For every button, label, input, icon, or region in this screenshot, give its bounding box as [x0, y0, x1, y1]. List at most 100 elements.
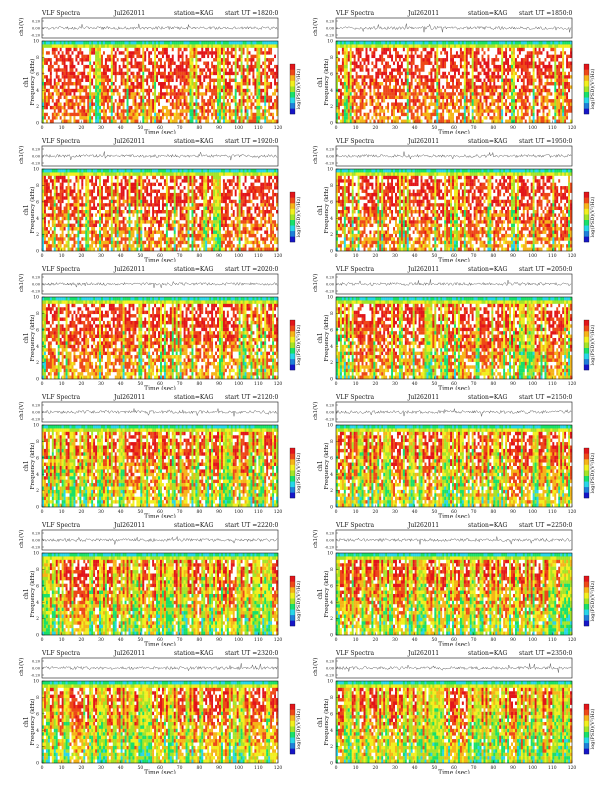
- spectrogram-cell: [254, 95, 257, 100]
- spectrogram-cell: [177, 47, 180, 52]
- spectrogram-cell: [209, 109, 212, 113]
- spectrogram-cell: [501, 75, 504, 79]
- spectrogram-cell: [73, 85, 76, 89]
- spectrogram-cell: [85, 54, 88, 59]
- spectrogram-cell: [444, 92, 447, 96]
- spectrogram-cell: [461, 47, 464, 52]
- spectrogram-cell: [114, 85, 117, 89]
- spectrogram-cell: [106, 58, 110, 62]
- spectrogram-cell: [353, 78, 356, 83]
- spectrogram-cell: [51, 88, 54, 93]
- spectrogram-cell: [483, 61, 486, 66]
- spectrogram-cell: [240, 78, 243, 83]
- spectrogram-cell: [432, 109, 435, 113]
- spectrogram-cell: [408, 116, 411, 120]
- spectrogram-cell: [163, 109, 167, 113]
- spectrogram-cell: [222, 64, 226, 69]
- spectrogram-cell: [393, 82, 396, 86]
- spectrogram-cell: [203, 95, 206, 100]
- spectrogram-cell: [126, 44, 129, 48]
- spectrogram-cell: [83, 95, 86, 100]
- spectrogram-cell: [142, 95, 145, 100]
- spectrogram-cell: [108, 112, 111, 117]
- spectrogram-cell: [126, 105, 129, 110]
- spectrogram-cell: [260, 85, 263, 89]
- spectrogram-cell: [418, 41, 421, 45]
- spectrogram-cell: [201, 64, 204, 69]
- spectrogram-cell: [83, 47, 86, 52]
- spectrogram-cell: [126, 116, 129, 120]
- spectrogram-cell: [361, 47, 364, 52]
- spectrogram-cell: [163, 64, 167, 69]
- spectrogram-cell: [393, 109, 396, 113]
- spectrogram-cell: [420, 112, 423, 117]
- spectrogram-cell: [256, 112, 259, 117]
- spectrogram-cell: [156, 85, 159, 89]
- spectrogram-cell: [199, 58, 202, 62]
- spectrogram-cell: [102, 88, 106, 93]
- spectrogram-cell: [175, 116, 178, 120]
- spectrogram-cell: [367, 92, 370, 96]
- spectrogram-cell: [161, 47, 165, 52]
- spectrogram-cell: [457, 99, 461, 103]
- spectrogram-cell: [485, 119, 488, 124]
- spectrogram-cell: [85, 58, 88, 62]
- spectrogram-cell: [375, 64, 378, 69]
- spectrogram-cell: [448, 105, 451, 110]
- spectrogram-cell: [408, 82, 411, 86]
- y-axis-label: Frequency (kHz): [29, 59, 36, 106]
- spectrogram-cell: [345, 105, 348, 110]
- spectrogram-cell: [75, 109, 78, 113]
- spectrogram-cell: [469, 99, 472, 103]
- spectrogram-cell: [238, 85, 241, 89]
- colorbar-swatch: [290, 69, 295, 76]
- spectrogram-cell: [389, 64, 392, 69]
- spectrogram-cell: [416, 105, 419, 110]
- spectrogram-cell: [144, 75, 147, 79]
- spectrogram-cell: [391, 58, 394, 62]
- spectrogram-cell: [67, 71, 70, 76]
- spectrogram-cell: [93, 105, 96, 110]
- spectrogram-cell: [347, 61, 350, 66]
- spectrogram-cell: [250, 68, 253, 72]
- spectrogram-cell: [426, 82, 429, 86]
- spectrogram-cell: [274, 105, 277, 110]
- spectrogram-cell: [195, 116, 198, 120]
- spectrogram-cell: [345, 109, 348, 113]
- spectrogram-cell: [49, 116, 52, 120]
- spectrogram-cell: [406, 105, 409, 110]
- spectrogram-cell: [497, 119, 500, 124]
- spectrogram-cell: [160, 71, 163, 76]
- spectrogram-cell: [499, 105, 502, 110]
- spectrogram-cell: [81, 44, 84, 48]
- spectrogram-cell: [116, 47, 119, 52]
- spectrogram-cell: [393, 54, 396, 59]
- spectrogram-cell: [252, 88, 255, 93]
- spectrogram-cell: [183, 112, 186, 117]
- spectrogram-cell: [459, 85, 463, 89]
- spectrogram-cell: [365, 51, 368, 55]
- spectrogram-cell: [63, 109, 66, 113]
- spectrogram-cell: [420, 61, 423, 66]
- spectrogram-cell: [434, 58, 437, 62]
- spectrogram-cell: [262, 112, 265, 117]
- spectrogram-cell: [79, 99, 82, 103]
- spectrogram-cell: [156, 64, 159, 69]
- spectrogram-cell: [426, 88, 429, 93]
- spectrogram-cell: [424, 95, 427, 100]
- spectrogram-cell: [461, 82, 464, 86]
- spectrogram-cell: [89, 88, 92, 93]
- spectrogram-cell: [473, 54, 476, 59]
- spectrogram-cell: [377, 88, 380, 93]
- spectrogram-cell: [410, 58, 413, 62]
- spectrogram-cell: [199, 82, 202, 86]
- spectrogram-cell: [85, 109, 88, 113]
- spectrogram-cell: [230, 58, 233, 62]
- spectrogram-cell: [337, 119, 341, 124]
- spectrogram-cell: [209, 44, 212, 48]
- spectrogram-cell: [398, 85, 402, 89]
- spectrogram-cell: [452, 47, 455, 52]
- spectrogram-cell: [426, 112, 429, 117]
- colorbar-frame: [289, 63, 296, 115]
- spectrogram-cell: [459, 68, 463, 72]
